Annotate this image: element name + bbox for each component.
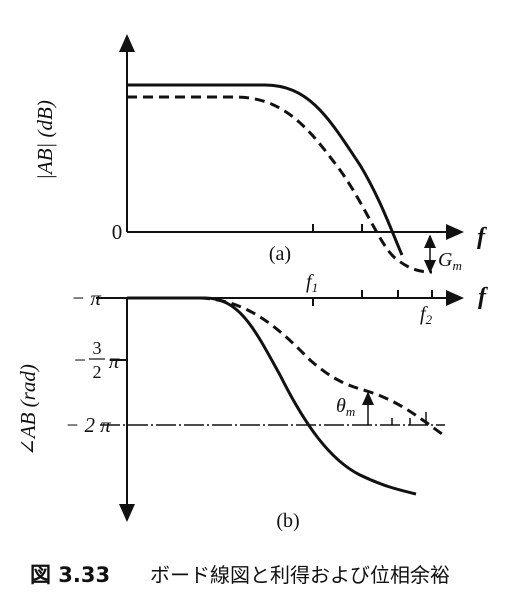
tick-label: 2 <box>93 362 102 382</box>
tick-label: 3 <box>93 338 102 358</box>
panel-label: (a) <box>269 243 291 265</box>
y-axis-label: ∠AB (rad) <box>16 364 40 456</box>
margin-label: Gm <box>438 249 462 273</box>
x-axis-label: f <box>478 284 488 310</box>
tick-label: − 2 π <box>65 413 111 437</box>
caption-number: 図 3.33 <box>30 563 110 587</box>
panel-label: (b) <box>276 510 299 532</box>
tick-label: − π <box>71 286 101 310</box>
y-axis-label: |AB| (dB) <box>33 100 57 180</box>
tick-label: π <box>109 349 120 373</box>
x-axis-label: f <box>477 224 487 250</box>
phase-curve <box>127 296 417 496</box>
f2-label: f2 <box>420 303 433 327</box>
gain-plot: |AB| (dB) 0 f (a) Gm <box>33 34 487 274</box>
phase-curve-dashed <box>199 296 443 436</box>
margin-label: θm <box>336 395 355 419</box>
tick-label: − <box>74 348 86 372</box>
f1-label: f1 <box>306 271 318 295</box>
caption-text: ボード線図と利得および位相余裕 <box>150 563 450 587</box>
gain-curve <box>127 83 404 256</box>
gain-curve-dashed <box>127 95 433 274</box>
zero-label: 0 <box>112 220 123 244</box>
phase-plot: ∠AB (rad) − π − 3 2 π − 2 π f f1 f2 θm (… <box>16 271 488 532</box>
